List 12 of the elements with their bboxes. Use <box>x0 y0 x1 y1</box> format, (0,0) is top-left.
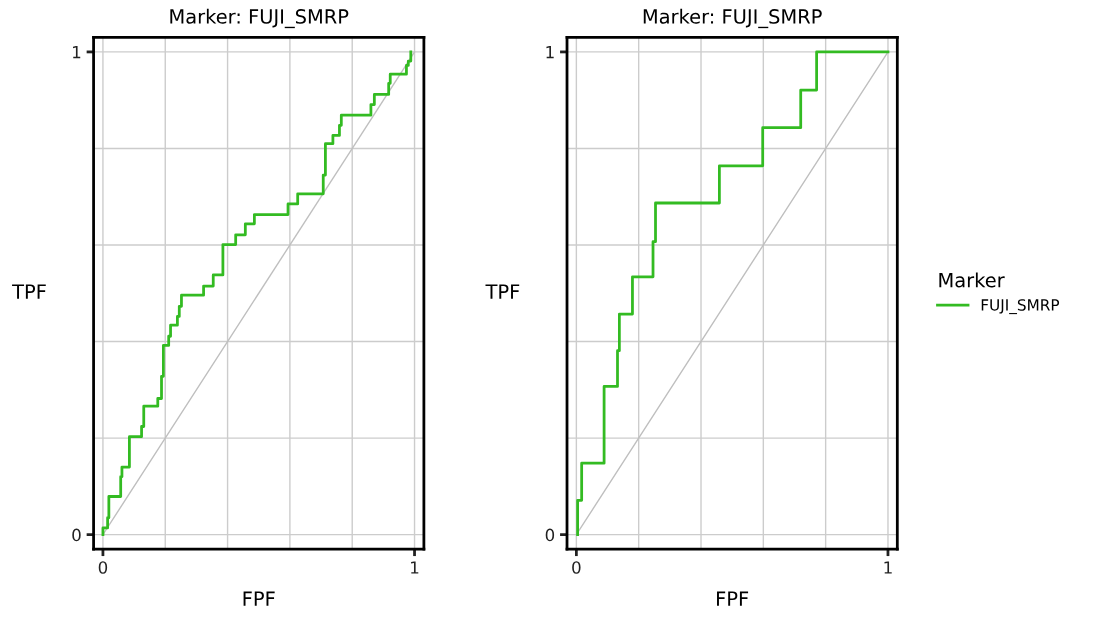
x-tick-label: 1 <box>884 561 892 574</box>
y-axis-title: TPF <box>485 284 520 299</box>
legend-label: FUJI_SMRP <box>981 299 1060 315</box>
x-tick-label: 0 <box>98 561 108 574</box>
chart-title: Marker: FUJI_SMRP <box>643 8 822 29</box>
x-tick-label: 1 <box>411 561 419 574</box>
legend-title: Marker <box>939 272 1005 288</box>
x-axis-title: FPF <box>717 591 749 606</box>
chart-title: Marker: FUJI_SMRP <box>170 8 349 29</box>
x-axis-title: FPF <box>243 591 275 606</box>
y-axis-title: TPF <box>12 284 46 299</box>
x-tick-label: 0 <box>572 561 581 574</box>
